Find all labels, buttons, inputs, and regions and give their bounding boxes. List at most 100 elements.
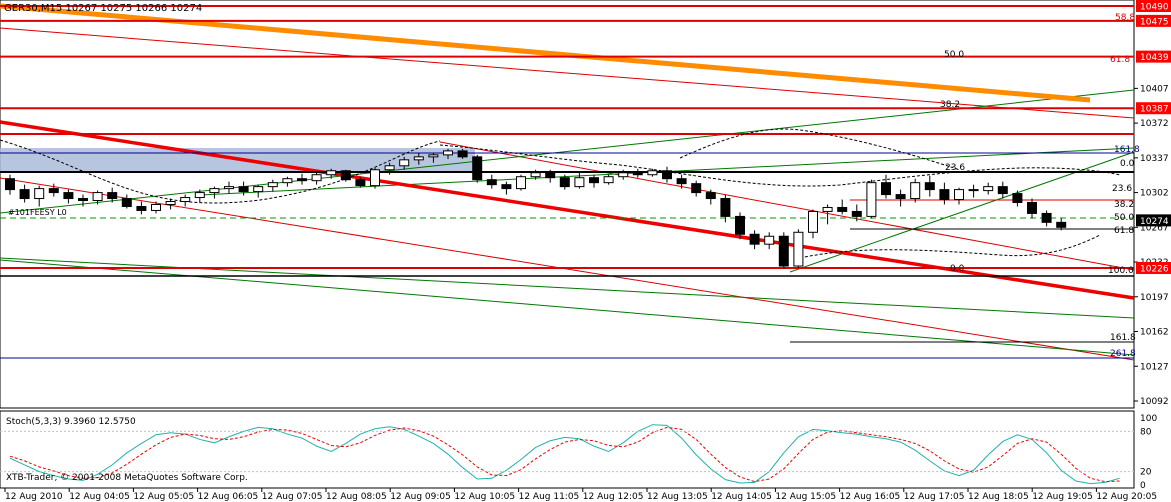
candle-bull [370, 169, 380, 187]
price-box-label: 10475 [1140, 17, 1169, 27]
price-tick-label: 10267 [1140, 223, 1169, 233]
candle-bull [866, 182, 877, 217]
candle-bear [589, 177, 599, 184]
candle-bear [5, 178, 15, 191]
candle-bull [384, 165, 395, 171]
candle-bear [136, 205, 147, 211]
price-tick-label: 10127 [1140, 362, 1169, 372]
fib-object-label: #101FEESY L0 [8, 208, 67, 217]
candle-bear [559, 177, 570, 188]
fib-label-382: 38.2 [1114, 200, 1134, 210]
candle-bull [443, 150, 453, 156]
candle-bear [297, 178, 307, 182]
channel-line [439, 141, 1135, 271]
price-box-label: 10439 [1140, 53, 1169, 63]
candle-bull [194, 192, 205, 199]
price-tick-label: 10162 [1140, 328, 1169, 338]
price-box-label: 10387 [1140, 105, 1169, 115]
fib-label-618: 61.8 [1114, 226, 1134, 236]
candle-bear [749, 233, 760, 245]
candle-bear [107, 192, 118, 200]
fib-label-38: 38.2 [940, 100, 960, 110]
price-box [1136, 14, 1171, 27]
fib-label-500: 50.0 [1114, 213, 1134, 223]
candle-bull [764, 235, 775, 245]
time-tick-label: 12 Aug 20:05 [1096, 492, 1157, 502]
candle-bear [735, 215, 745, 235]
stoch-tick-label: 80 [1140, 427, 1152, 437]
time-tick-label: 12 Aug 12:05 [583, 492, 644, 502]
time-tick-label: 12 Aug 13:05 [647, 492, 708, 502]
fib-label-2618: 261.8 [1110, 349, 1136, 359]
candle-bear [340, 170, 351, 181]
price-box [1136, 102, 1171, 115]
time-tick-label: 12 Aug 19:05 [1032, 492, 1093, 502]
candle-bear [238, 186, 249, 193]
candle-bear [881, 182, 891, 196]
fib-label-100: 100.0 [1108, 266, 1134, 276]
candle-bull [574, 177, 585, 188]
candle-bear [457, 150, 468, 158]
candle-bear [939, 189, 950, 201]
chart-header: GER30,M15 10267 10275 10266 10274 [4, 3, 202, 14]
candle-bull [647, 170, 658, 176]
candle-bull [428, 154, 439, 158]
candle-bull [311, 174, 322, 182]
candle-bull [34, 188, 45, 200]
time-tick-label: 12 Aug 05:05 [133, 492, 194, 502]
candle-bull [209, 188, 220, 194]
candle-bear [1056, 221, 1067, 228]
candle-bear [924, 182, 935, 191]
fib-label-236: 23.6 [1112, 184, 1132, 194]
envelope-band [0, 139, 441, 204]
watermark: XTB-Trader, © 2001-2008 MetaQuotes Softw… [6, 473, 248, 483]
price-box [1136, 50, 1171, 63]
time-tick-label: 12 Aug 09:05 [390, 492, 451, 502]
price-tick-label: 10407 [1140, 84, 1169, 94]
envelope-band [439, 144, 1121, 187]
price-tick-label: 10372 [1140, 119, 1169, 129]
fib-label-618b: 61.8 [1110, 55, 1130, 65]
candle-bull [151, 203, 161, 211]
time-tick-label: 12 Aug 17:05 [904, 492, 965, 502]
time-tick-label: 12 Aug 11:05 [519, 492, 580, 502]
candle-bear [997, 186, 1008, 195]
fib-labels: 50.0 38.2 23.6 0.0 161.8 0.0 23.6 38.2 5… [940, 13, 1140, 359]
stoch-tick-label: 0 [1140, 481, 1146, 491]
envelope-band [679, 128, 961, 171]
candle-bull [603, 176, 614, 184]
stoch-tick-label: 100 [1140, 414, 1157, 424]
candle-bear [545, 172, 556, 179]
time-tick-label: 12 Aug 16:05 [840, 492, 901, 502]
candle-bear [501, 184, 512, 190]
price-box-label: 10274 [1140, 217, 1169, 227]
time-axis: 12 Aug 2010 12 Aug 04:05 12 Aug 05:05 12 Au… [4, 488, 1157, 502]
stoch-label: Stoch(5,3,3) 9.3960 12.5750 [6, 417, 136, 427]
candle-bear [968, 189, 979, 192]
candle-bear [778, 235, 789, 267]
price-box [1136, 262, 1171, 275]
main-price-window [0, 0, 1135, 409]
candle-bull [267, 182, 278, 188]
stochastic-axis: 100 80 20 0 [0, 414, 1157, 491]
candle-bear [676, 178, 687, 185]
candle-bear [19, 189, 30, 200]
candle-bull [822, 206, 833, 212]
price-box [1136, 0, 1171, 12]
candle-bull [793, 231, 804, 267]
price-tick-label: 10197 [1140, 293, 1169, 303]
candle-bull [180, 197, 191, 203]
green-trend-line [0, 89, 1135, 214]
candle-bull [618, 172, 629, 178]
candle-bear [121, 198, 132, 207]
candle-bull [516, 176, 526, 190]
candle-bull [399, 159, 410, 167]
candle-bear [895, 194, 906, 200]
candle-bull [983, 186, 994, 192]
candle-bull [253, 186, 264, 193]
candle-bear [837, 206, 848, 212]
time-tick-label: 12 Aug 15:05 [775, 492, 836, 502]
candle-bear [662, 170, 672, 180]
fib-label-0: 0.0 [950, 264, 965, 274]
